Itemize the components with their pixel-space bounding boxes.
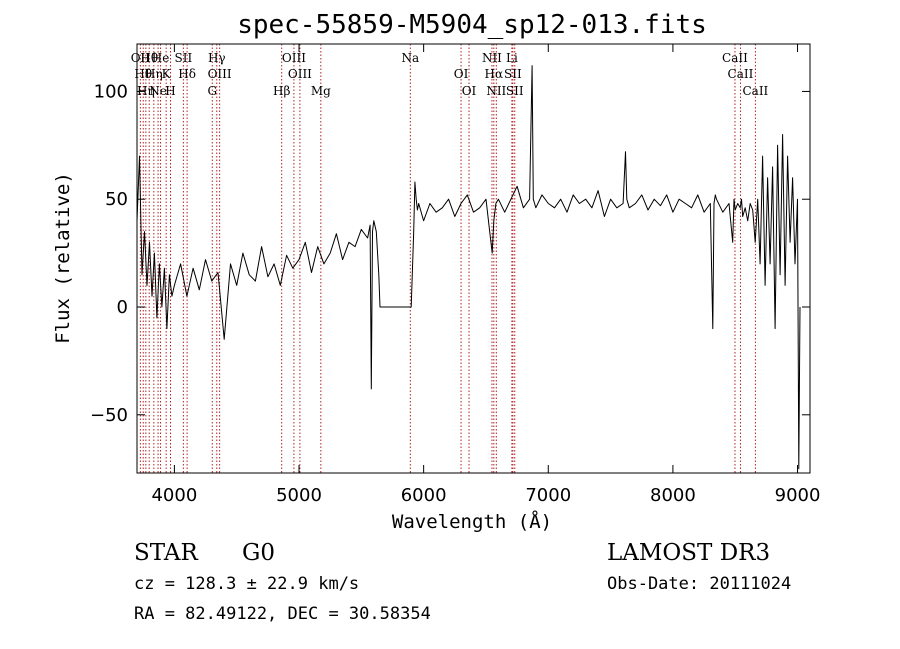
chart-title: spec-55859-M5904_sp12-013.fits (237, 10, 707, 40)
spectral-line-label: NII (482, 51, 502, 65)
spectral-line-label: SII (175, 51, 193, 65)
flux-series-line (136, 65, 801, 470)
spectral-line-label: OIII (288, 67, 312, 81)
spectral-line-label: Ne (149, 84, 167, 98)
spectral-line-markers (139, 44, 756, 473)
spectral-line-label: Hη (145, 67, 163, 81)
spectral-line-label: Hθ (140, 51, 158, 65)
coordinates-readout: RA = 82.49122, DEC = 30.58354 (134, 604, 431, 624)
spectral-line-label: CaII (742, 84, 768, 98)
x-axis-label: Wavelength (Å) (392, 510, 552, 533)
y-tick-label: 50 (105, 189, 128, 210)
survey-name: LAMOST DR3 (607, 540, 770, 566)
spectral-line-label: K (162, 67, 172, 81)
spectral-line-label: OII (131, 51, 151, 65)
y-tick-label: −50 (90, 405, 128, 426)
spectral-line-label: Na (401, 51, 419, 65)
spectral-line-label: Hη (137, 84, 155, 98)
spectral-line-label: Hα (485, 67, 504, 81)
redshift-readout: cz = 128.3 ± 22.9 km/s (134, 574, 359, 594)
spectral-line-label: H (165, 84, 175, 98)
spectral-line-label: CaII (722, 51, 748, 65)
object-type: STAR (134, 540, 198, 566)
spectral-subclass: G0 (242, 540, 275, 566)
spectral-line-label: SII (506, 84, 524, 98)
spectral-line-label: CaII (728, 67, 754, 81)
spectral-line-label: NII (486, 84, 506, 98)
x-tick-label: 8000 (650, 485, 696, 506)
spectral-line-label: SII (504, 67, 522, 81)
spectral-line-label: OIII (208, 67, 232, 81)
spectral-line-labels: OIIHθHηHθHηNeHeKHSIIHδGHγOIIIHβOIIIOIIIM… (131, 51, 769, 98)
spectral-line-label: Hδ (178, 67, 196, 81)
spectral-line-label: OI (462, 84, 477, 98)
spectral-line-label: Hθ (134, 67, 152, 81)
spectral-line-label: Li (506, 51, 518, 65)
spectral-line-label: Hβ (273, 84, 290, 98)
spectral-line-label: Hγ (208, 51, 226, 65)
spectral-line-label: Mg (311, 84, 331, 98)
x-axis-ticks: 4000 5000 6000 7000 8000 9000 (151, 44, 820, 506)
x-tick-label: 9000 (775, 485, 821, 506)
x-tick-label: 6000 (401, 485, 447, 506)
spectral-line-label: He (152, 51, 170, 65)
x-tick-label: 4000 (151, 485, 197, 506)
x-tick-label: 7000 (525, 485, 571, 506)
spectral-line-label: G (207, 84, 217, 98)
y-tick-label: 0 (117, 297, 128, 318)
obs-date: Obs-Date: 20111024 (607, 574, 791, 594)
spectral-line-label: OIII (282, 51, 306, 65)
y-axis-label: Flux (relative) (52, 172, 74, 344)
y-tick-label: 100 (94, 81, 128, 102)
y-axis-ticks: −50 0 50 100 (90, 81, 810, 426)
x-tick-label: 5000 (276, 485, 322, 506)
plot-frame (136, 43, 811, 474)
spectral-line-label: OI (454, 67, 469, 81)
